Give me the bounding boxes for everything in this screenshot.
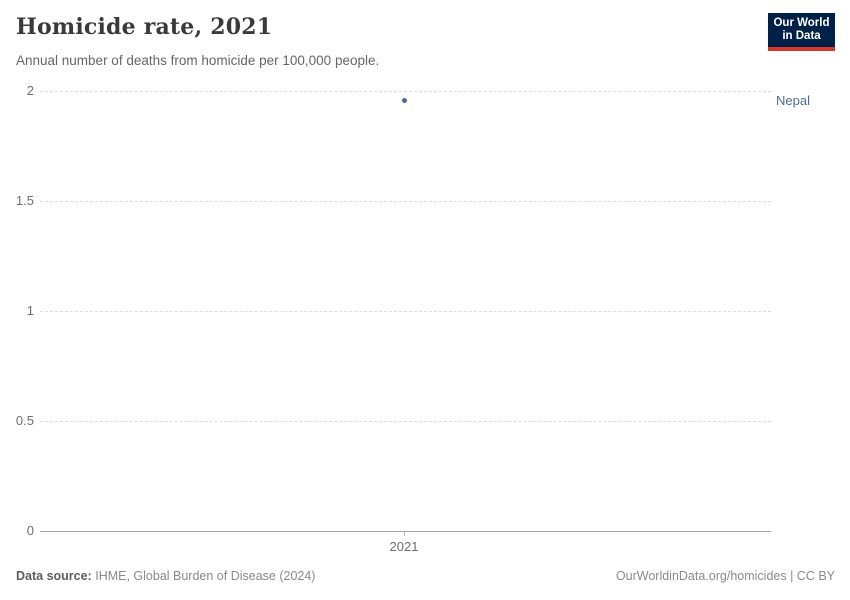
- entity-label-nepal[interactable]: Nepal: [776, 93, 810, 108]
- data-source-text: IHME, Global Burden of Disease (2024): [95, 569, 316, 583]
- x-axis-tick-mark: [404, 531, 405, 536]
- data-source: Data source: IHME, Global Burden of Dise…: [16, 569, 315, 583]
- gridline-0-5: [40, 421, 771, 422]
- x-axis-line: [40, 531, 771, 532]
- data-point-nepal[interactable]: [402, 98, 407, 103]
- owid-logo-line2: in Data: [782, 30, 821, 42]
- chart-subtitle: Annual number of deaths from homicide pe…: [16, 53, 380, 68]
- data-source-label: Data source:: [16, 569, 92, 583]
- y-axis-tick-0: 0: [26, 523, 34, 538]
- footer-credit-text: OurWorldinData.org/homicides | CC BY: [615, 569, 835, 583]
- gridline-2: [40, 91, 771, 92]
- gridline-1-5: [40, 201, 771, 202]
- owid-logo: Our World in Data: [768, 13, 835, 51]
- footer-credit[interactable]: OurWorldinData.org/homicides | CC BY: [616, 569, 835, 583]
- y-axis-tick-0-5: 0.5: [15, 413, 34, 428]
- x-axis-tick-label: 2021: [389, 539, 419, 554]
- y-axis-tick-2: 2: [26, 83, 34, 98]
- y-axis-tick-1: 1: [26, 303, 34, 318]
- gridline-1: [40, 311, 771, 312]
- owid-logo-line1: Our World: [773, 17, 830, 29]
- page-title: Homicide rate, 2021: [16, 14, 273, 40]
- y-axis-tick-1-5: 1.5: [15, 193, 34, 208]
